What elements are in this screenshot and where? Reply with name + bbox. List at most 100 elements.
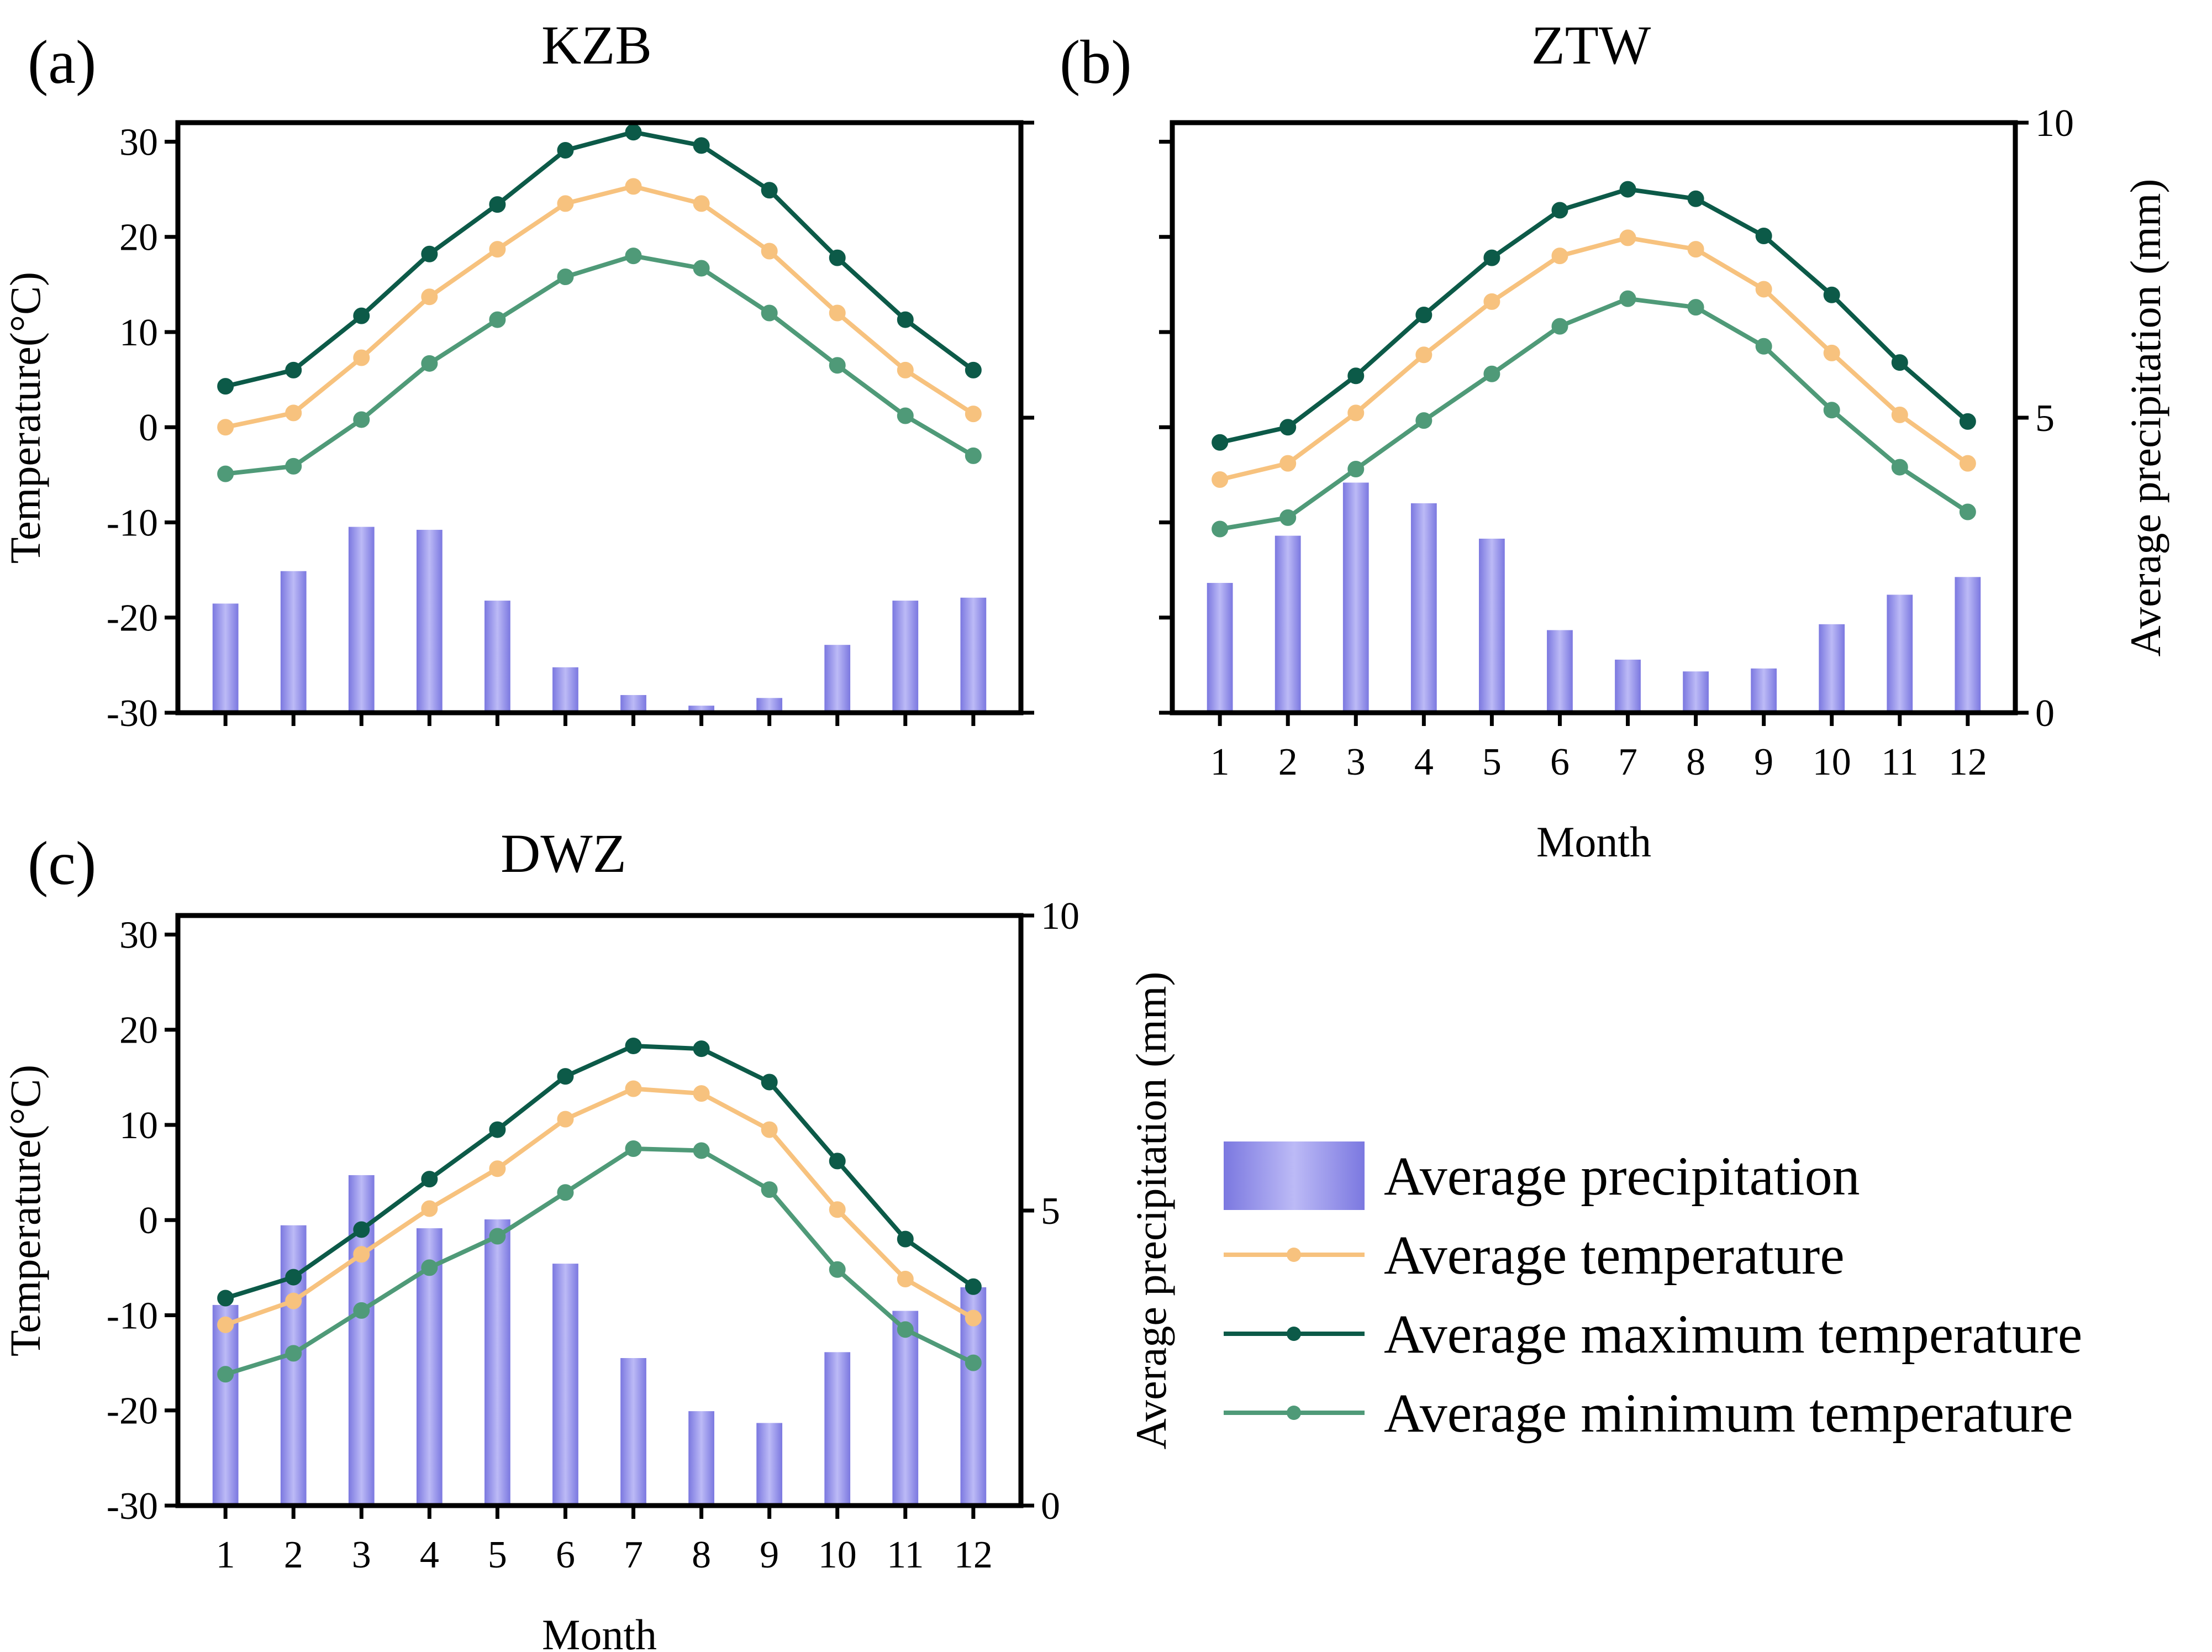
bar-precipitation-6: [552, 1264, 578, 1506]
bar-precipitation-4: [416, 529, 443, 713]
line-average-maximum-temperature: [224, 1044, 975, 1301]
line-average-minimum-temperature: [225, 254, 975, 476]
line-average-minimum-temperature: [1219, 296, 1969, 532]
x-tick-label: 10: [818, 1534, 857, 1576]
point-average-maximum-temperature-4: [1415, 306, 1432, 323]
x-tick-label: 1: [1210, 741, 1230, 783]
x-tick-label: 9: [760, 1534, 779, 1576]
y2-axis-title: Average precipitation (mm): [1127, 972, 1175, 1450]
point-average-maximum-temperature-6: [1551, 202, 1568, 219]
bar-precipitation-4: [1410, 503, 1437, 713]
point-average-maximum-temperature-12: [1959, 413, 1976, 430]
x-tick-label: 4: [420, 1534, 439, 1576]
line-average-temperature: [224, 1086, 975, 1327]
y-tick-label: 30: [119, 121, 158, 164]
point-average-maximum-temperature-1: [217, 1290, 234, 1307]
panel-label: (c): [28, 829, 96, 898]
point-average-maximum-temperature-5: [489, 196, 506, 213]
point-average-temperature-4: [421, 1200, 438, 1217]
point-average-temperature-11: [1891, 406, 1908, 423]
line-average-temperature: [1219, 235, 1969, 482]
point-average-minimum-temperature-8: [693, 1142, 710, 1159]
y2-tick-label: 0: [1041, 1485, 1060, 1528]
bar-precipitation-10: [1819, 624, 1845, 713]
point-average-temperature-2: [285, 404, 302, 422]
x-tick-label: 7: [624, 1534, 643, 1576]
point-average-minimum-temperature-10: [1823, 402, 1840, 419]
legend: Average precipitation Average temperature…: [1224, 1141, 2082, 1444]
bar-precipitation-5: [484, 601, 510, 713]
point-average-temperature-7: [625, 1080, 642, 1097]
point-average-maximum-temperature-9: [1755, 227, 1772, 244]
point-average-minimum-temperature-9: [761, 1181, 778, 1198]
point-average-minimum-temperature-1: [217, 465, 234, 482]
bar-precipitation-6: [552, 667, 578, 713]
legend-item-average-minimum-temperature: Average minimum temperature: [1224, 1382, 2073, 1444]
point-average-minimum-temperature-6: [1551, 318, 1568, 335]
panel-title: KZB: [541, 14, 652, 76]
bar-precipitation-1: [212, 1304, 239, 1506]
point-average-maximum-temperature-3: [353, 1221, 370, 1238]
point-average-temperature-6: [557, 1111, 574, 1128]
point-average-minimum-temperature-3: [353, 411, 370, 428]
point-average-temperature-2: [285, 1292, 302, 1309]
x-axis-title: Month: [542, 1611, 657, 1652]
y-tick-label: 0: [139, 407, 158, 449]
point-average-maximum-temperature-5: [489, 1121, 506, 1138]
point-average-minimum-temperature-9: [1755, 338, 1772, 355]
y-tick-label: -30: [107, 692, 158, 735]
point-average-minimum-temperature-1: [1212, 520, 1229, 538]
x-tick-label: 11: [1881, 741, 1918, 783]
x-tick-label: 4: [1414, 741, 1434, 783]
point-average-maximum-temperature-9: [761, 182, 778, 199]
x-tick-label: 6: [1550, 741, 1570, 783]
point-average-temperature-12: [1959, 455, 1976, 472]
y-tick-label: 20: [119, 1009, 158, 1052]
point-average-minimum-temperature-4: [421, 1259, 438, 1276]
point-average-minimum-temperature-8: [693, 260, 710, 277]
point-average-temperature-1: [1212, 471, 1229, 488]
x-tick-label: 3: [352, 1534, 371, 1576]
point-average-minimum-temperature-10: [829, 1261, 846, 1278]
point-average-temperature-6: [557, 195, 574, 212]
point-average-temperature-7: [1619, 229, 1636, 246]
y-tick-label: 10: [119, 1104, 158, 1147]
legend-item-average-maximum-temperature: Average maximum temperature: [1224, 1303, 2082, 1365]
bar-precipitation-12: [1955, 577, 1981, 713]
point-average-maximum-temperature-10: [829, 249, 846, 266]
point-average-maximum-temperature-10: [1823, 286, 1840, 303]
x-tick-label: 6: [556, 1534, 575, 1576]
point-average-minimum-temperature-5: [489, 1228, 506, 1245]
bar-precipitation-12: [960, 597, 987, 713]
point-average-temperature-12: [965, 406, 982, 423]
y-tick-label: -20: [107, 1390, 158, 1433]
point-average-minimum-temperature-9: [761, 304, 778, 322]
bar-precipitation-8: [688, 1411, 714, 1506]
y2-tick-label: 5: [1041, 1190, 1060, 1233]
bar-precipitation-9: [1751, 668, 1777, 713]
point-average-maximum-temperature-11: [897, 1230, 914, 1248]
x-tick-label: 11: [887, 1534, 924, 1576]
point-average-maximum-temperature-6: [557, 141, 574, 159]
line-average-maximum-temperature: [1219, 187, 1969, 445]
x-tick-label: 10: [1813, 741, 1851, 783]
point-average-minimum-temperature-3: [353, 1302, 370, 1319]
point-average-minimum-temperature-6: [557, 269, 574, 286]
y-tick-label: 0: [139, 1199, 158, 1242]
bar-precipitation-7: [620, 1358, 646, 1506]
point-average-temperature-8: [693, 1085, 710, 1102]
point-average-temperature-12: [965, 1309, 982, 1327]
point-average-temperature-11: [897, 1271, 914, 1288]
point-average-temperature-1: [217, 419, 234, 436]
y-tick-label: -20: [107, 597, 158, 640]
point-average-maximum-temperature-11: [897, 311, 914, 328]
point-average-minimum-temperature-11: [897, 1321, 914, 1338]
point-average-maximum-temperature-3: [353, 307, 370, 324]
panel-title: ZTW: [1531, 14, 1651, 76]
point-average-temperature-11: [897, 361, 914, 378]
point-average-temperature-2: [1279, 455, 1297, 472]
legend-swatch-point: [1287, 1406, 1301, 1420]
x-tick-label: 12: [1948, 741, 1987, 783]
x-tick-label: 12: [954, 1534, 993, 1576]
point-average-temperature-1: [217, 1316, 234, 1333]
